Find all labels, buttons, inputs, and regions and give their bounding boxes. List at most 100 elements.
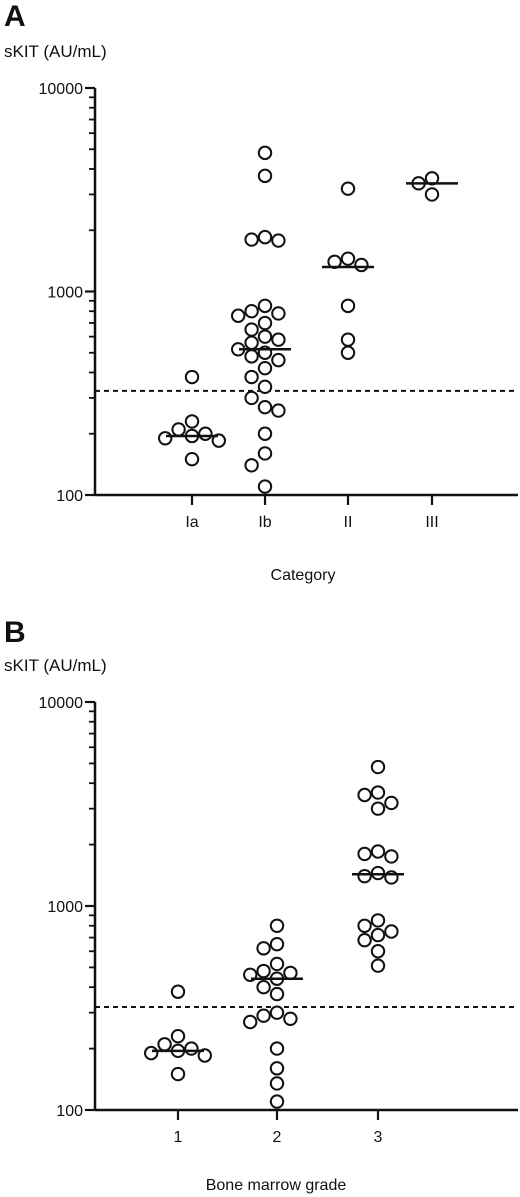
data-point bbox=[170, 984, 186, 999]
data-point bbox=[244, 322, 259, 337]
data-point bbox=[370, 944, 386, 959]
data-point bbox=[269, 918, 285, 933]
data-point bbox=[340, 332, 356, 347]
data-point bbox=[244, 458, 259, 473]
data-point bbox=[271, 403, 286, 418]
data-point bbox=[257, 315, 273, 331]
data-point bbox=[357, 868, 372, 884]
data-point bbox=[370, 844, 386, 859]
data-point bbox=[257, 400, 273, 415]
data-point bbox=[370, 913, 386, 928]
data-point bbox=[269, 1076, 285, 1091]
data-point bbox=[256, 979, 271, 995]
data-point bbox=[256, 941, 271, 956]
data-point bbox=[357, 932, 372, 948]
data-point bbox=[184, 414, 200, 429]
data-point bbox=[231, 308, 246, 323]
x-tick-label: 2 bbox=[273, 1129, 282, 1146]
data-point bbox=[357, 918, 372, 933]
data-point bbox=[271, 306, 286, 321]
data-point bbox=[211, 433, 227, 448]
data-point bbox=[370, 785, 386, 800]
data-point bbox=[197, 1048, 213, 1063]
y-tick-label: 10000 bbox=[39, 695, 84, 712]
data-point bbox=[257, 479, 273, 494]
data-point bbox=[354, 257, 369, 273]
data-point bbox=[370, 927, 386, 943]
x-tick-label: 3 bbox=[374, 1129, 383, 1146]
y-tick-label: 1000 bbox=[47, 285, 83, 302]
data-point bbox=[257, 426, 273, 441]
data-point bbox=[269, 956, 285, 972]
data-point bbox=[269, 1061, 285, 1076]
data-point bbox=[384, 795, 399, 811]
panel-label: B bbox=[4, 616, 26, 649]
data-point bbox=[257, 379, 273, 395]
data-point bbox=[198, 426, 213, 441]
data-point bbox=[340, 298, 356, 314]
data-point bbox=[170, 1066, 186, 1082]
data-point bbox=[257, 329, 273, 344]
data-point bbox=[384, 849, 399, 864]
data-point bbox=[370, 958, 386, 973]
data-point bbox=[271, 352, 286, 368]
data-point bbox=[144, 1045, 159, 1061]
x-tick-label: III bbox=[425, 514, 438, 531]
data-point bbox=[283, 965, 298, 981]
y-tick-label: 10000 bbox=[39, 81, 84, 98]
data-point bbox=[256, 1008, 271, 1023]
panel-a: A sKIT (AU/mL) Category 100 1000 10000 Ia Ib… bbox=[4, 0, 518, 584]
data-point bbox=[424, 187, 440, 202]
y-tick-label: 100 bbox=[56, 488, 83, 505]
data-point bbox=[184, 369, 200, 385]
data-point bbox=[370, 801, 386, 816]
data-point bbox=[269, 1041, 285, 1056]
data-point bbox=[257, 145, 273, 161]
data-point bbox=[243, 1014, 258, 1030]
data-point bbox=[157, 1037, 172, 1052]
data-point bbox=[244, 232, 259, 247]
panel-b: B sKIT (AU/mL) Bone marrow grade 100 1000… bbox=[4, 616, 518, 1194]
data-point bbox=[269, 936, 285, 952]
data-point bbox=[244, 335, 259, 350]
data-point bbox=[357, 846, 372, 862]
data-point bbox=[340, 251, 356, 266]
data-point bbox=[257, 229, 273, 245]
x-axis-label: Category bbox=[271, 567, 336, 584]
data-point bbox=[271, 332, 286, 347]
data-point bbox=[269, 1005, 285, 1020]
data-point bbox=[171, 422, 186, 437]
y-axis-label: sKIT (AU/mL) bbox=[4, 656, 107, 675]
panel-label: A bbox=[4, 0, 26, 33]
data-point bbox=[283, 1011, 298, 1026]
data-point bbox=[271, 233, 286, 248]
data-point bbox=[370, 759, 386, 775]
y-tick-label: 1000 bbox=[47, 899, 83, 916]
data-point bbox=[244, 304, 259, 319]
data-point bbox=[269, 986, 285, 1002]
data-point bbox=[257, 168, 273, 184]
data-point bbox=[384, 924, 399, 939]
data-point bbox=[158, 431, 173, 446]
y-tick-label: 100 bbox=[56, 1103, 83, 1120]
data-point bbox=[269, 1094, 285, 1109]
data-point bbox=[256, 963, 271, 979]
data-point bbox=[184, 1041, 199, 1056]
data-point bbox=[170, 1029, 186, 1044]
x-axis-label: Bone marrow grade bbox=[206, 1177, 347, 1194]
data-point bbox=[257, 298, 273, 314]
data-point bbox=[244, 369, 259, 385]
data-point bbox=[340, 345, 356, 360]
y-axis-label: sKIT (AU/mL) bbox=[4, 42, 107, 61]
data-point bbox=[184, 451, 200, 467]
data-point bbox=[257, 360, 273, 376]
x-tick-label: Ia bbox=[185, 514, 198, 531]
x-tick-label: II bbox=[344, 514, 353, 531]
data-point bbox=[257, 446, 273, 461]
data-point bbox=[244, 390, 259, 406]
data-point bbox=[340, 181, 356, 196]
x-tick-label: Ib bbox=[258, 514, 271, 531]
x-tick-label: 1 bbox=[174, 1129, 183, 1146]
data-point bbox=[244, 349, 259, 364]
